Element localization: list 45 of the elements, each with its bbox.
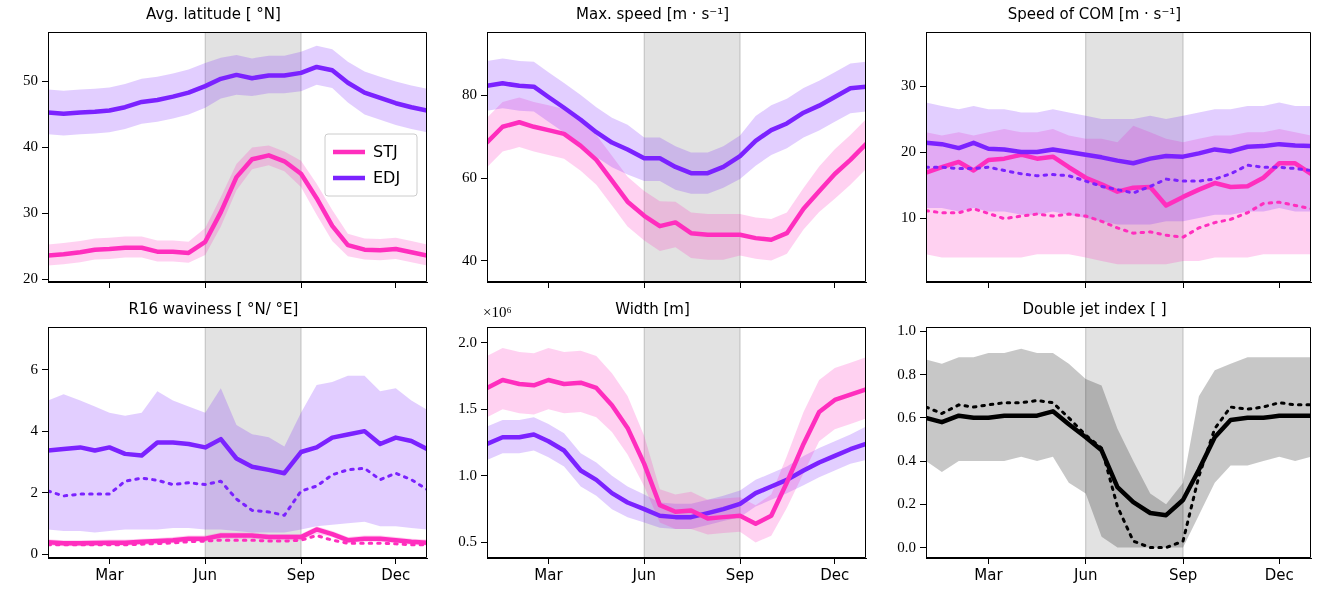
y-tick-label: 40 xyxy=(462,251,477,268)
x-tick-label: Jun xyxy=(1072,565,1098,584)
x-tick-label: Mar xyxy=(974,565,1004,584)
x-tick-label: Sep xyxy=(725,565,755,584)
y-tick-label: 0.8 xyxy=(897,365,916,382)
y-tick-label: 50 xyxy=(23,72,38,89)
x-tick-label: Mar xyxy=(95,565,125,584)
y-tick-label: 0 xyxy=(30,544,38,561)
y-tick-label: 30 xyxy=(23,204,38,221)
legend-label: EDJ xyxy=(373,168,401,188)
x-tick-label: Jun xyxy=(192,565,217,584)
chart-title: Max. speed [m · s⁻¹] xyxy=(576,4,729,23)
y-tick-label: 20 xyxy=(901,142,916,159)
y-tick-label: 80 xyxy=(462,86,477,103)
y-tick-label: 0.5 xyxy=(458,533,477,550)
y-tick-label: 0.0 xyxy=(897,538,916,555)
chart-title: Width [m] xyxy=(615,299,690,318)
y-tick-label: 1.0 xyxy=(897,322,916,339)
y-tick-label: 20 xyxy=(23,270,38,287)
y-tick-label: 0.4 xyxy=(897,452,917,469)
y-tick-label: 10 xyxy=(901,208,916,225)
y-tick-label: 1.5 xyxy=(458,400,477,417)
chart-title: Avg. latitude [ °N] xyxy=(146,4,281,23)
x-tick-label: Jun xyxy=(631,565,656,584)
x-tick-label: Dec xyxy=(381,565,411,584)
legend-label: STJ xyxy=(373,142,398,162)
x-tick-label: Sep xyxy=(286,565,316,584)
y-tick-label: 2.0 xyxy=(458,333,477,350)
y-tick-label: 1.0 xyxy=(458,466,477,483)
x-tick-label: Dec xyxy=(1264,565,1294,584)
chart-title: Double jet index [ ] xyxy=(1022,299,1167,318)
chart-title: Speed of COM [m · s⁻¹] xyxy=(1007,4,1182,23)
y-tick-label: 40 xyxy=(23,138,38,155)
y-tick-label: 60 xyxy=(462,169,477,186)
x-tick-label: Dec xyxy=(820,565,850,584)
y-tick-label: 2 xyxy=(30,483,38,500)
x-tick-label: Sep xyxy=(1168,565,1198,584)
x-tick-label: Mar xyxy=(534,565,564,584)
y-tick-label: 0.6 xyxy=(897,408,917,425)
text: ×10⁶ xyxy=(483,304,512,321)
y-tick-label: 4 xyxy=(30,422,39,439)
y-tick-label: 0.2 xyxy=(897,495,916,512)
y-tick-label: 30 xyxy=(901,77,916,94)
chart-title: R16 waviness [ °N/ °E] xyxy=(128,299,299,318)
y-tick-label: 6 xyxy=(30,360,39,377)
